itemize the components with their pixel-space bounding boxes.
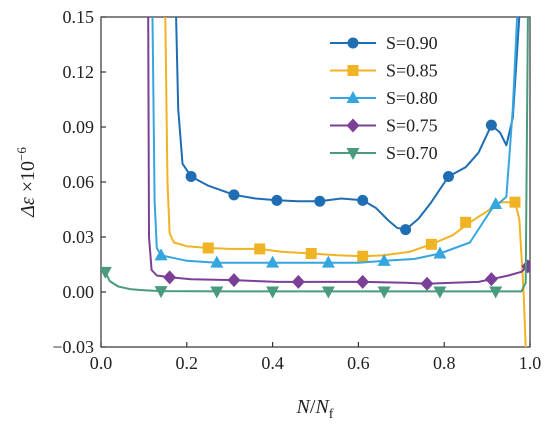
data-point [420,276,434,291]
legend: S=0.90 S=0.85 S=0.80 S=0.75 S=0.70 [330,33,438,163]
data-point [509,196,521,208]
legend-marker [346,91,360,103]
x-tick-label: 1.0 [519,353,542,373]
data-point [400,224,412,236]
series-line [164,17,527,347]
data-point [227,273,241,288]
data-point [356,274,370,289]
series-4 [101,17,529,299]
y-axis-title: Δε ×10−6 [14,147,39,218]
data-point [228,189,240,201]
data-point [377,253,391,266]
data-point [433,286,447,299]
data-point [357,194,369,206]
y-tick-label: 0.09 [63,117,95,137]
data-point [266,286,280,299]
legend-label: S=0.90 [386,33,438,53]
series-layer [101,17,530,347]
x-tick-label: 0.8 [433,353,456,373]
data-point [460,216,472,228]
data-point [484,272,498,287]
data-point [321,255,335,268]
data-point [357,250,369,262]
data-point [185,171,197,182]
data-point [485,119,497,131]
legend-label: S=0.85 [386,61,438,81]
legend-label: S=0.80 [386,88,438,108]
series-0 [175,17,521,236]
series-2 [151,17,519,268]
data-point [154,248,168,261]
y-tick-label: 0.00 [63,282,95,302]
legend-marker [347,37,359,49]
data-point [202,242,214,254]
data-point [425,238,437,250]
data-point [254,243,266,255]
tick-layer: 0.0 0.2 0.4 0.6 0.8 1.0 −0.03 0.00 0.03 0.06 0.09 0… [52,7,541,373]
y-tick-label: −0.03 [52,337,94,357]
data-point [442,171,454,182]
data-point [291,274,305,289]
y-tick-label: 0.03 [63,227,95,247]
data-point [271,194,283,206]
x-tick-label: 0.0 [90,353,113,373]
series-3 [147,17,530,291]
y-tick-label: 0.06 [63,172,95,192]
data-point [377,286,391,299]
data-point [489,197,503,209]
data-point [305,248,317,259]
legend-label: S=0.70 [386,143,438,163]
data-point [489,286,503,299]
x-tick-label: 0.4 [261,353,284,373]
data-point [163,270,177,285]
x-tick-label: 0.2 [176,353,199,373]
x-axis-title: N/Nf [296,396,334,422]
data-point [266,255,280,268]
data-point [210,255,224,268]
y-tick-label: 0.15 [63,7,95,27]
data-point [210,286,224,299]
legend-marker [346,118,360,133]
y-tick-label: 0.12 [63,62,95,82]
series-1 [164,17,527,347]
data-point [321,286,335,299]
x-tick-label: 0.6 [347,353,370,373]
data-point [101,266,112,279]
series-line [104,17,529,293]
legend-label: S=0.75 [386,116,438,136]
data-point [154,286,168,299]
legend-marker [347,65,359,76]
legend-marker [346,148,360,160]
data-point [314,195,326,207]
series-line [175,17,521,231]
data-point [433,246,447,259]
